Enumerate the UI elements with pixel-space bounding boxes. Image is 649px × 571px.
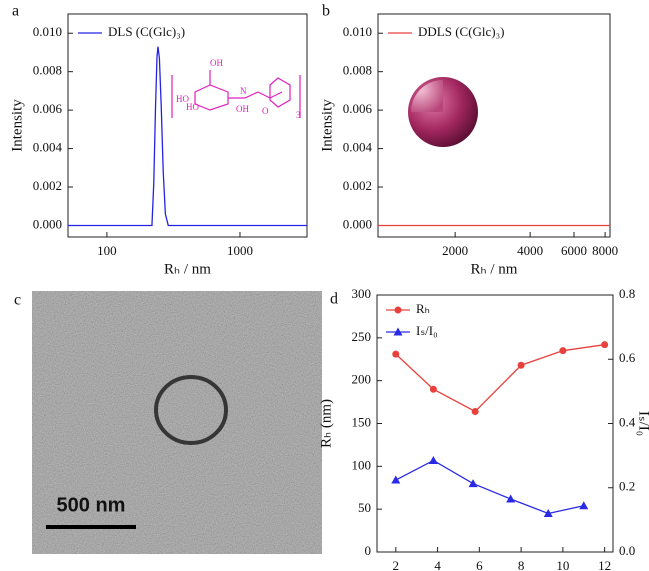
legend-marker xyxy=(393,327,403,336)
data-point xyxy=(517,361,525,369)
y-tick-label: 250 xyxy=(352,329,372,344)
legend-label: DDLS (C(Glc)₃) xyxy=(418,24,505,39)
structure-label: HO xyxy=(176,94,189,104)
structure-label: OH xyxy=(236,104,249,114)
data-line xyxy=(68,46,307,227)
data-point xyxy=(579,501,589,510)
y-tick-label: 0.000 xyxy=(33,216,62,231)
x-tick-label: 4000 xyxy=(517,243,543,258)
x-tick-label: 2 xyxy=(393,558,400,571)
x-tick-label: 6000 xyxy=(561,243,587,258)
data-point xyxy=(601,341,609,349)
scale-bar-label: 500 nm xyxy=(57,494,126,516)
legend-label: Iₛ/I₀ xyxy=(416,323,438,338)
y-tick-label: 100 xyxy=(352,457,372,472)
data-point xyxy=(391,475,401,484)
y-tick-label: 0 xyxy=(365,543,372,558)
y2-tick-label: 0.2 xyxy=(619,479,635,494)
panel-letter: b xyxy=(322,3,330,20)
y2-tick-label: 0.8 xyxy=(619,286,635,301)
data-line xyxy=(395,459,584,515)
x-tick-label: 1000 xyxy=(227,243,253,258)
data-line xyxy=(395,344,605,413)
plot-frame xyxy=(377,13,611,238)
structure-label: O xyxy=(262,106,269,116)
x-tick-label: 4 xyxy=(434,558,441,571)
y-tick-label: 0.008 xyxy=(33,63,62,78)
x-axis-label: Rₕ / nm xyxy=(471,261,518,277)
plot-frame xyxy=(376,294,614,553)
x-tick-label: 6 xyxy=(476,558,483,571)
y-tick-label: 50 xyxy=(358,500,371,515)
y-tick-label: 200 xyxy=(352,372,372,387)
y-tick-label: 0.006 xyxy=(343,101,373,116)
structure-label: N xyxy=(240,86,247,96)
panel-letter: d xyxy=(330,291,338,308)
x-tick-label: 8 xyxy=(518,558,525,571)
y-axis-label: Intensity xyxy=(9,99,25,152)
y-tick-label: 0.004 xyxy=(343,140,373,155)
legend-marker xyxy=(394,306,402,314)
x-tick-label: 8000 xyxy=(592,243,618,258)
y-axis-label: Rₕ (nm) xyxy=(318,399,334,448)
structure-label: 3 xyxy=(296,110,301,120)
x-axis-label: Rₕ / nm xyxy=(164,261,211,277)
y-tick-label: 0.006 xyxy=(33,101,63,116)
y2-tick-label: 0.0 xyxy=(619,543,635,558)
data-point xyxy=(429,385,437,393)
data-point xyxy=(506,494,516,503)
data-point xyxy=(559,347,567,355)
tem-image: 500 nm xyxy=(32,291,322,554)
y-tick-label: 0.002 xyxy=(33,178,62,193)
y2-tick-label: 0.6 xyxy=(619,350,636,365)
y-tick-label: 150 xyxy=(352,414,372,429)
panel-letter: c xyxy=(14,292,21,309)
x-tick-label: 2000 xyxy=(442,243,468,258)
structure-label: OH xyxy=(210,58,223,68)
x-tick-label: 10 xyxy=(556,558,569,571)
data-point xyxy=(428,455,438,464)
sphere-illustration xyxy=(408,77,478,147)
y-tick-label: 0.004 xyxy=(33,140,63,155)
structure-label: HO xyxy=(186,102,199,112)
chemical-structure xyxy=(171,70,301,118)
y-tick-label: 0.010 xyxy=(33,24,62,39)
panel-letter: a xyxy=(12,3,19,20)
y2-axis-label: Iₛ/I₀ xyxy=(636,411,649,436)
legend-label: Rₕ xyxy=(416,301,430,316)
y-tick-label: 0.000 xyxy=(343,216,372,231)
data-point xyxy=(543,508,553,517)
plot-frame xyxy=(67,13,308,238)
y2-tick-label: 0.4 xyxy=(619,414,636,429)
x-tick-label: 100 xyxy=(97,243,117,258)
y-tick-label: 300 xyxy=(352,286,372,301)
y-tick-label: 0.002 xyxy=(343,178,372,193)
data-point xyxy=(392,350,400,358)
data-point xyxy=(468,479,478,488)
legend-label: DLS (C(Glc)₃) xyxy=(108,24,185,39)
x-tick-label: 12 xyxy=(598,558,611,571)
data-point xyxy=(471,408,479,416)
y-tick-label: 0.010 xyxy=(343,24,372,39)
y-axis-label: Intensity xyxy=(319,99,335,152)
y-tick-label: 0.008 xyxy=(343,63,372,78)
